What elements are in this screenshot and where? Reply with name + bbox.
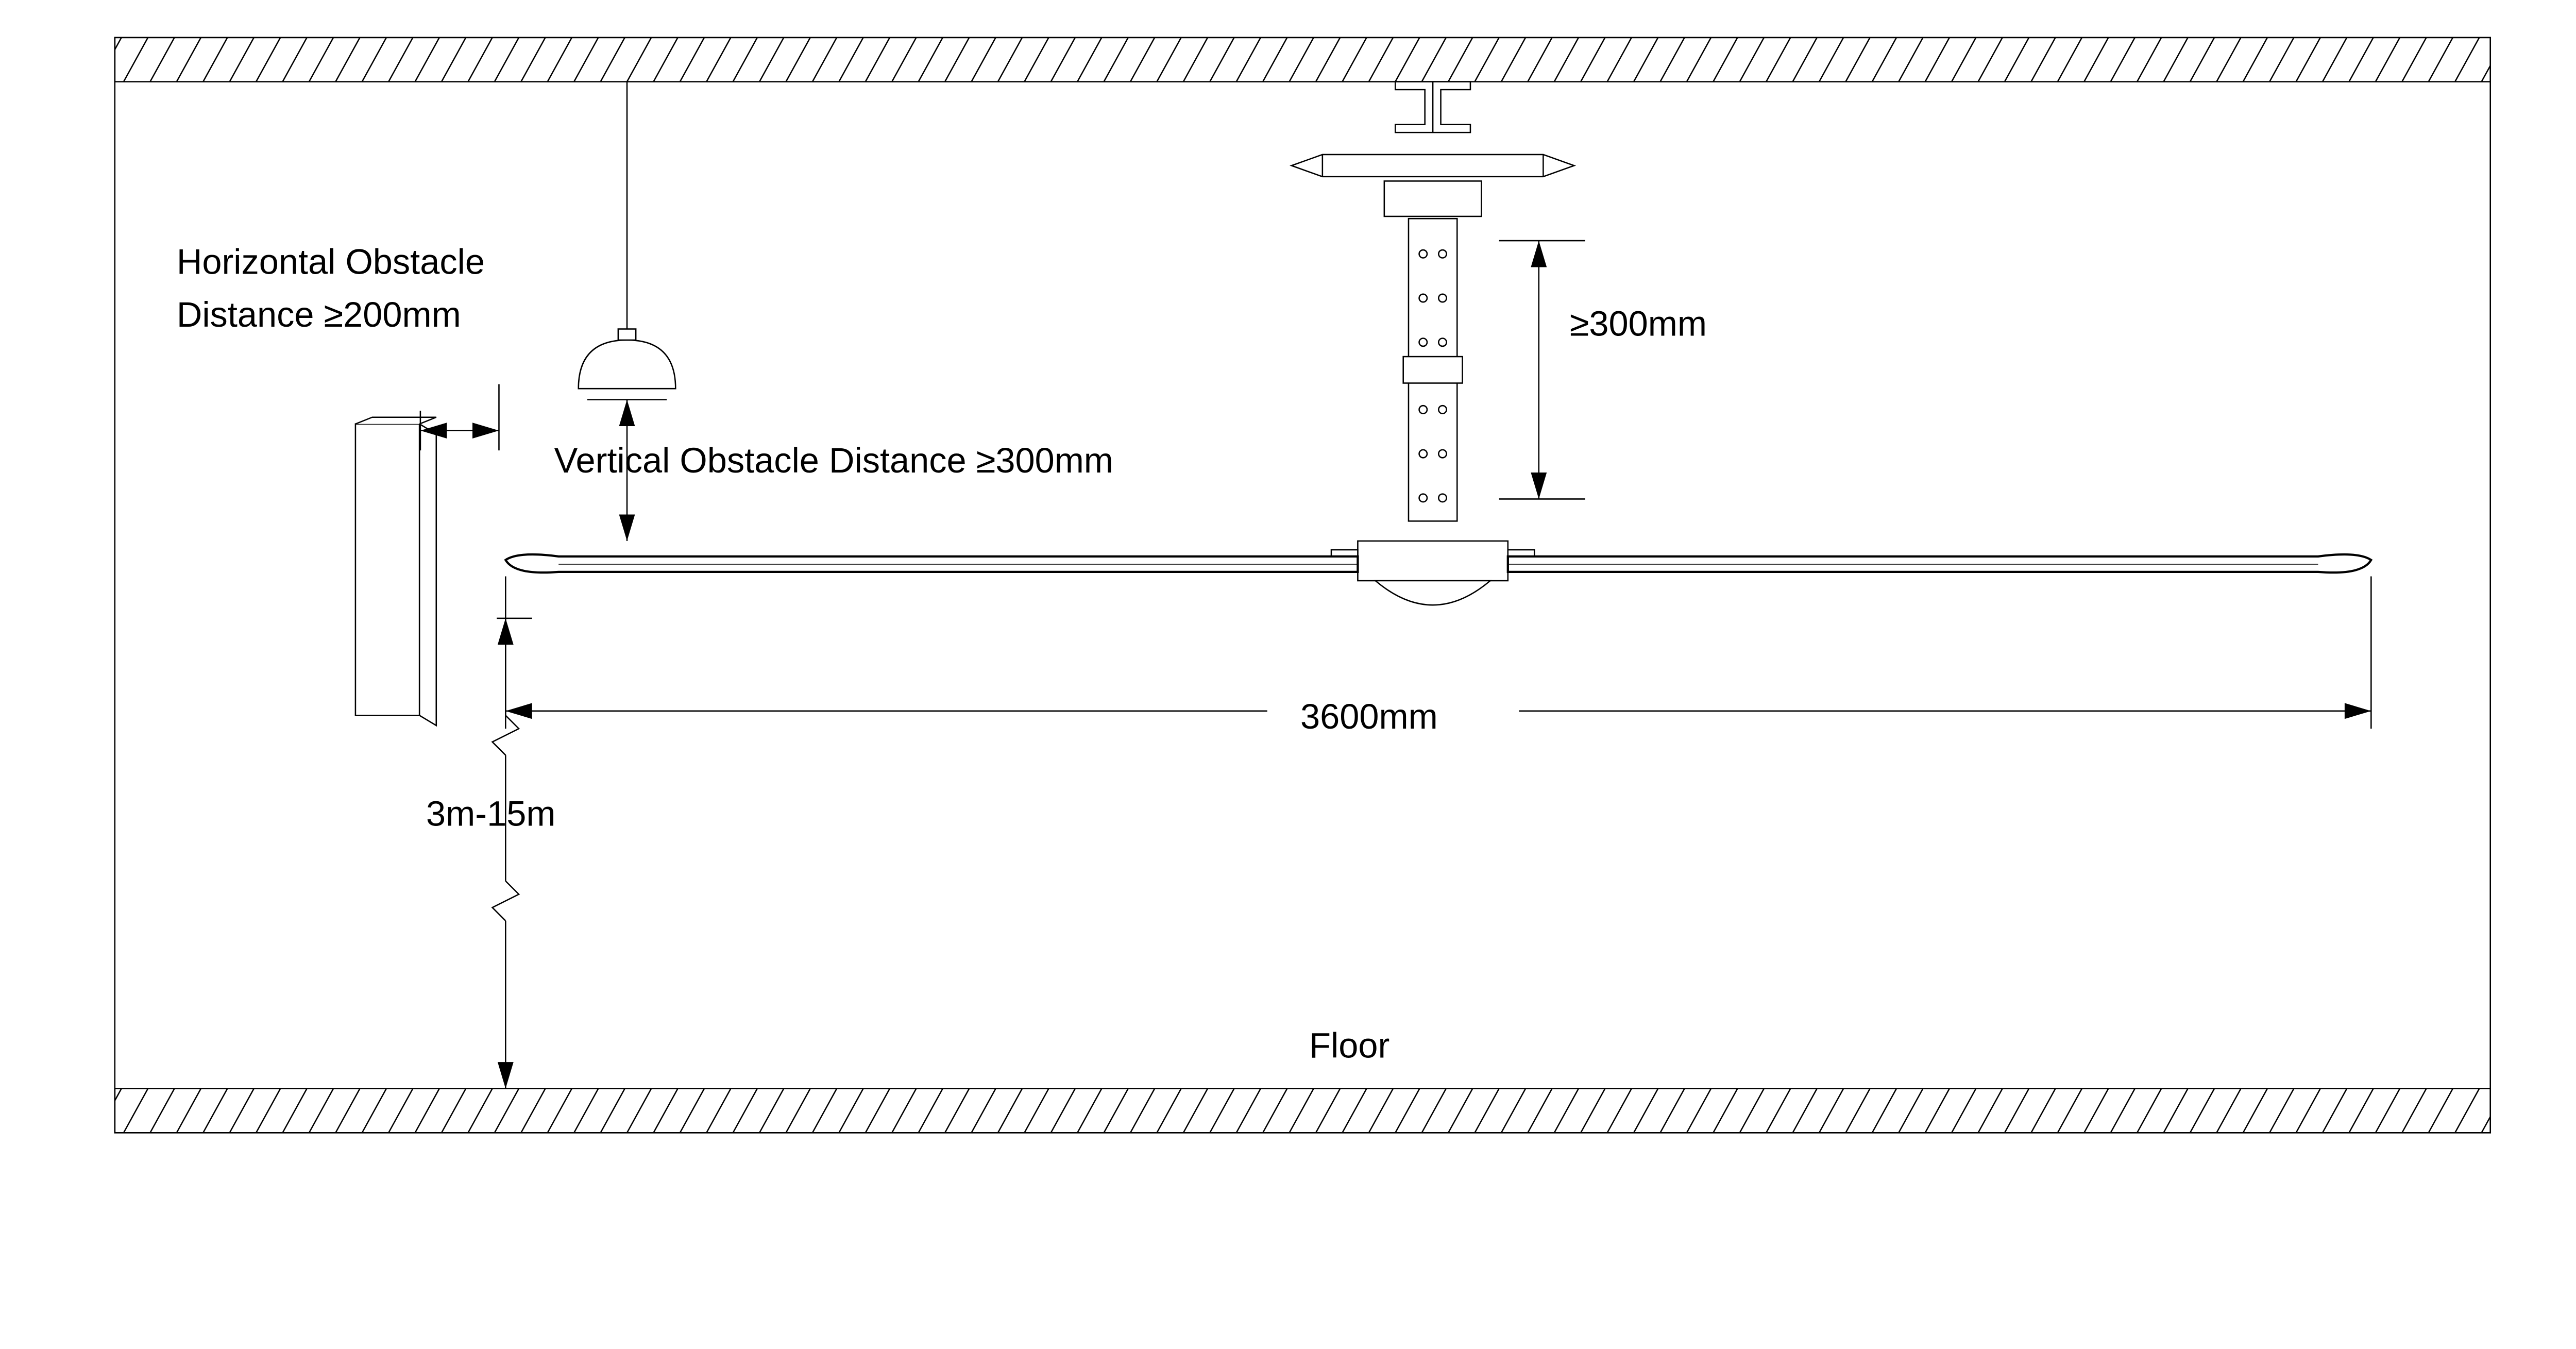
pendant-lamp [579, 82, 676, 389]
ceiling-fan [505, 82, 2371, 605]
label-floor: Floor [1309, 1026, 1389, 1066]
label-vertical-obstacle: Vertical Obstacle Distance ≥300mm [554, 441, 1113, 480]
floor-band [71, 1089, 2532, 1133]
ceiling-band [71, 38, 2532, 82]
fan-installation-diagram: Horizontal Obstacle Distance ≥200mm Vertic… [0, 0, 2576, 1156]
label-floor-to-blade: 3m-15m [426, 794, 555, 834]
label-horizontal-obstacle-2: Distance ≥200mm [177, 295, 461, 334]
obstacle-box [355, 417, 436, 726]
label-drop-height: ≥300mm [1570, 303, 1707, 343]
label-span: 3600mm [1300, 697, 1438, 736]
label-horizontal-obstacle-1: Horizontal Obstacle [177, 242, 485, 281]
